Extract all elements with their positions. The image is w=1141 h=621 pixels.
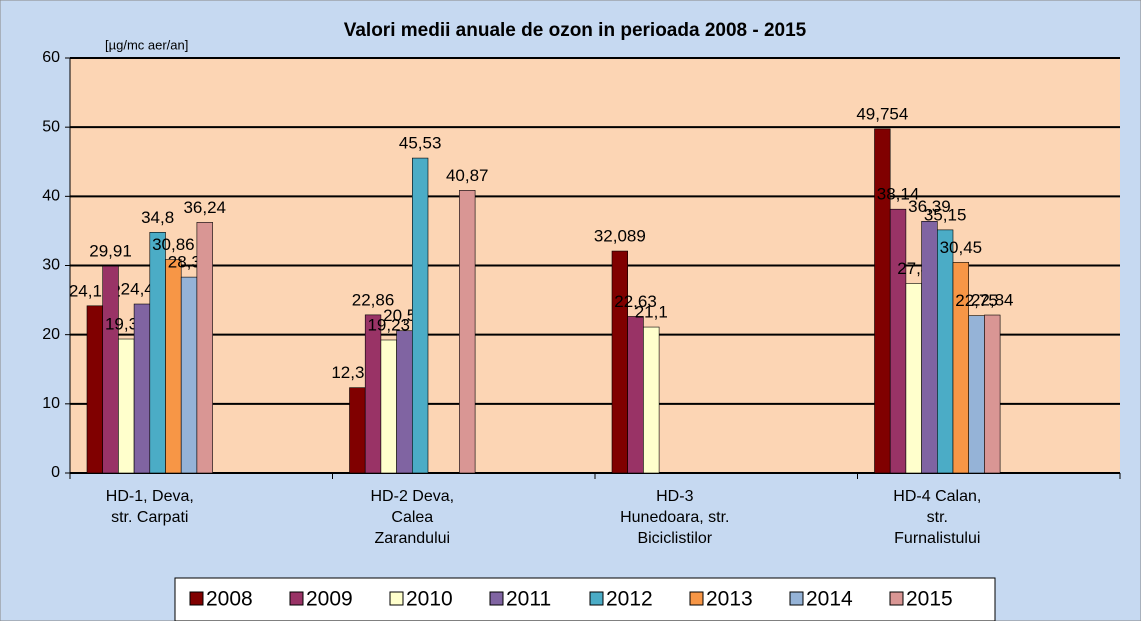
data-label: 40,87 xyxy=(446,166,489,185)
bar xyxy=(102,265,119,474)
legend-label: 2009 xyxy=(306,588,353,611)
bar xyxy=(349,387,366,474)
bar xyxy=(118,338,135,474)
bar xyxy=(149,232,166,474)
bar xyxy=(921,221,938,474)
bar xyxy=(459,190,476,474)
bar xyxy=(86,305,103,474)
x-tick-label: Hunedoara, str. xyxy=(620,509,729,526)
y-tick-label: 20 xyxy=(42,326,60,343)
x-tick-label: Zarandului xyxy=(374,530,450,547)
x-tick-label: HD-1, Deva, xyxy=(106,488,194,505)
bar xyxy=(968,315,985,474)
legend-label: 2012 xyxy=(606,588,653,611)
y-axis-label: [µg/mc aer/an] xyxy=(105,37,188,52)
bar xyxy=(380,339,397,474)
legend-label: 2015 xyxy=(906,588,953,611)
data-label: 32,089 xyxy=(594,227,646,246)
bar xyxy=(396,330,413,474)
y-tick-label: 0 xyxy=(51,464,60,481)
legend-swatch xyxy=(389,591,404,606)
bar xyxy=(936,229,954,474)
legend-label: 2010 xyxy=(406,588,453,611)
legend-swatch xyxy=(689,591,704,606)
data-label: 35,15 xyxy=(924,205,967,224)
bar xyxy=(611,250,628,474)
legend-swatch xyxy=(789,591,804,606)
data-label: 22,86 xyxy=(352,290,395,309)
data-label: 22,75 xyxy=(955,291,998,310)
data-label: 22,63 xyxy=(614,292,657,311)
legend xyxy=(174,577,996,621)
x-tick-label: Furnalistului xyxy=(894,530,980,547)
data-label: 30,45 xyxy=(940,238,983,257)
x-tick-label: HD-3 xyxy=(656,488,693,505)
data-label: 49,754 xyxy=(856,104,908,123)
bar xyxy=(905,283,922,474)
data-label: 22,84 xyxy=(971,291,1014,310)
legend-label: 2008 xyxy=(206,588,253,611)
bar xyxy=(180,276,198,474)
x-tick-label: str. Carpati xyxy=(111,509,188,526)
bar xyxy=(364,314,382,474)
legend-swatch xyxy=(489,591,504,606)
chart-title: Valori medii anuale de ozon in perioada … xyxy=(344,20,807,41)
data-label: 36,39 xyxy=(908,197,951,216)
bar xyxy=(889,208,907,474)
x-tick-label: HD-2 Deva, xyxy=(371,488,455,505)
legend-swatch xyxy=(889,591,904,606)
data-label: 21,1 xyxy=(635,303,668,322)
data-label: 36,24 xyxy=(183,198,226,217)
legend-label: 2014 xyxy=(806,588,853,611)
bar xyxy=(196,222,213,474)
bar xyxy=(133,303,151,474)
bar xyxy=(627,316,644,474)
bar xyxy=(874,128,891,474)
legend-label: 2013 xyxy=(706,588,753,611)
x-tick-label: HD-4 Calan, xyxy=(893,488,981,505)
y-tick-label: 40 xyxy=(42,188,60,205)
y-tick-label: 10 xyxy=(42,395,60,412)
x-tick-label: Calea xyxy=(391,509,433,526)
data-label: 30,86 xyxy=(152,235,195,254)
x-tick-label: str. xyxy=(927,509,948,526)
data-label: 19,23 xyxy=(367,315,410,334)
bar xyxy=(165,259,182,474)
data-label: 45,53 xyxy=(399,134,442,153)
legend-label: 2011 xyxy=(506,588,551,611)
legend-swatch xyxy=(589,591,604,606)
legend-swatch xyxy=(289,591,304,606)
y-tick-label: 30 xyxy=(42,257,60,274)
data-label: 38,14 xyxy=(877,185,920,204)
y-tick-label: 60 xyxy=(42,49,60,66)
bar xyxy=(984,314,1001,474)
y-tick-label: 50 xyxy=(42,118,60,135)
bar xyxy=(643,326,660,474)
data-label: 29,91 xyxy=(89,242,132,261)
legend-swatch xyxy=(189,591,204,606)
x-tick-label: Biciclistilor xyxy=(637,530,712,547)
data-label: 34,8 xyxy=(141,208,174,227)
bar xyxy=(411,157,429,474)
